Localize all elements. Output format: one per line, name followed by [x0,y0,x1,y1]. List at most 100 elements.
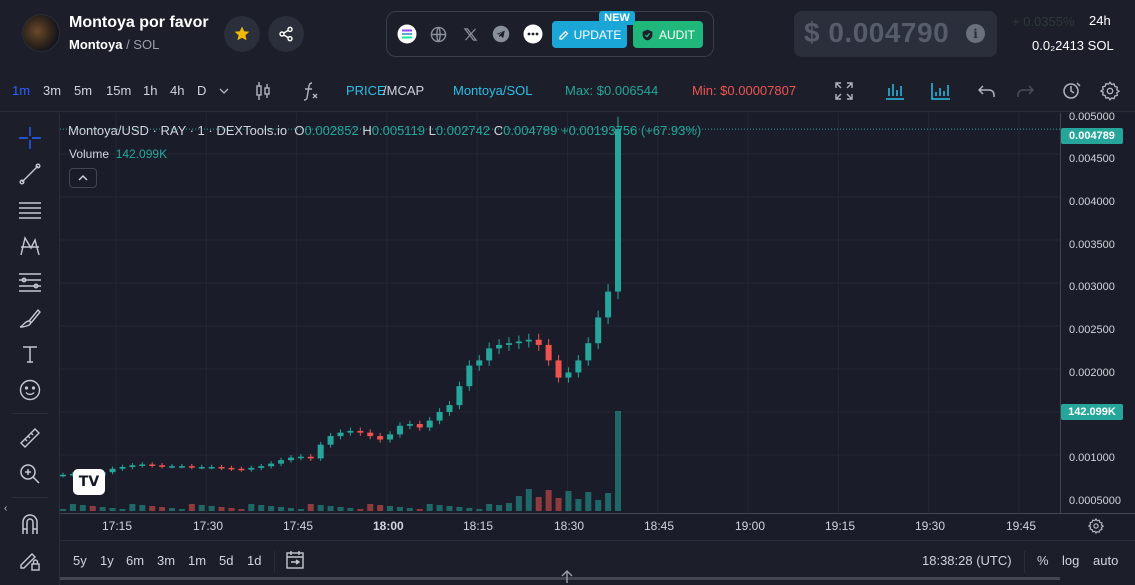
mcap-toggle[interactable]: /MCAP [383,83,425,98]
fullscreen-button[interactable] [833,80,855,102]
pair-toggle[interactable]: Montoya/SOL [453,83,533,98]
replay-button[interactable] [1061,80,1083,102]
chevron-down-icon [219,88,229,94]
auto-toggle[interactable]: auto [1093,553,1119,568]
axis-settings-button[interactable] [1087,517,1105,539]
candle-body [555,360,562,378]
x-tick-label: 19:15 [825,519,856,533]
candle-body [367,432,374,437]
volume-bar [347,508,354,511]
telegram-link[interactable] [491,24,511,44]
brush-tool[interactable] [18,306,42,330]
share-button[interactable] [268,16,304,52]
candle-body [317,444,324,459]
volume-bar [357,509,364,511]
settings-button[interactable] [1099,80,1121,102]
x-tick-label: 19:30 [915,519,946,533]
timeframe-dropdown[interactable] [213,80,235,102]
candle-body [327,436,334,445]
utc-time[interactable]: 18:38:28 (UTC) [922,553,1012,568]
volume-bar [525,489,532,511]
current-price: $ 0.004790 [804,17,950,48]
candle-body [545,344,552,361]
text-tool[interactable] [18,342,42,366]
solana-link[interactable] [397,24,417,44]
indicators-button[interactable] [299,80,321,102]
lock-drawing-tool[interactable] [18,548,42,572]
candle-body [515,341,522,344]
range-1d[interactable]: 1d [247,553,262,568]
volume-bar [387,506,394,511]
favorite-button[interactable] [224,16,260,52]
horizontal-lines-tool[interactable] [18,198,42,222]
percent-toggle[interactable]: % [1037,553,1049,568]
trend-line-tool[interactable] [18,162,42,186]
token-name: Montoya por favor [69,14,209,31]
candle-body [525,339,532,342]
timeframe-1h[interactable]: 1h [143,83,158,98]
collapse-arrow-icon[interactable]: ‹ [4,503,8,514]
zoom-tool[interactable] [18,462,42,486]
timeframe-15m[interactable]: 15m [106,83,132,98]
crosshair-tool[interactable] [18,126,42,150]
time-axis[interactable]: 17:15 17:30 17:45 18:00 18:15 18:30 18:4… [60,513,1135,539]
pattern-tool[interactable] [18,234,42,258]
range-6m[interactable]: 6m [126,553,145,568]
volume-bar [208,506,215,511]
candle-body [486,348,493,361]
volume-bar [188,504,195,511]
price-toggle[interactable]: PRICE [346,83,386,98]
range-5d[interactable]: 5d [219,553,234,568]
goto-date-button[interactable] [285,550,305,575]
y-tick-label: 0.005000 [1069,111,1115,123]
undo-button[interactable] [976,80,998,102]
magnet-tool[interactable] [18,512,42,536]
candle-body [476,360,483,366]
fullscreen-icon [835,82,853,100]
volume-bar [615,411,621,511]
audit-button[interactable]: AUDIT [633,21,703,48]
timeframe-4h[interactable]: 4h [170,83,185,98]
scroll-handle[interactable] [561,570,573,585]
timeframe-5m[interactable]: 5m [74,83,93,98]
candle-type-button[interactable] [252,80,274,102]
timeframe-1m[interactable]: 1m [12,83,31,98]
price-display: $ 0.004790 i [794,11,997,57]
volume-button[interactable] [930,80,952,102]
redo-button[interactable] [1014,80,1036,102]
candle-body [69,473,76,476]
update-button[interactable]: UPDATE [552,21,627,48]
timeframe-3m[interactable]: 3m [43,83,62,98]
timeframe-d[interactable]: D [197,83,207,98]
range-1y[interactable]: 1y [100,553,114,568]
x-tick-label: 18:45 [644,519,675,533]
emoji-tool[interactable] [18,378,42,402]
collapse-legend-button[interactable] [69,168,97,188]
shield-check-icon [642,29,653,40]
candle-body [387,434,394,440]
pair-suffix: / SOL [126,37,160,52]
trades-button[interactable] [884,80,906,102]
candle-body [208,467,215,469]
info-icon[interactable]: i [966,24,985,43]
x-link[interactable] [460,24,480,44]
scroll-track[interactable] [60,577,1060,580]
price-axis[interactable]: 0.005000 0.004789 0.004500 0.004000 0.00… [1060,111,1135,513]
range-3m[interactable]: 3m [157,553,176,568]
star-icon [234,26,250,41]
website-link[interactable] [428,24,448,44]
range-1m[interactable]: 1m [188,553,207,568]
tool-divider [12,413,48,414]
log-toggle[interactable]: log [1062,553,1080,568]
candle-body [119,467,126,469]
tradingview-logo[interactable]: TV [73,469,105,495]
chevron-up-icon [78,175,88,181]
fib-tool[interactable] [18,270,42,294]
range-5y[interactable]: 5y [73,553,87,568]
solana-icon [397,24,417,44]
magnet-icon [22,514,38,534]
candle-body [60,474,66,477]
more-links-button[interactable] [523,24,543,44]
measure-tool[interactable] [18,426,42,450]
price-chart[interactable] [60,113,1060,513]
